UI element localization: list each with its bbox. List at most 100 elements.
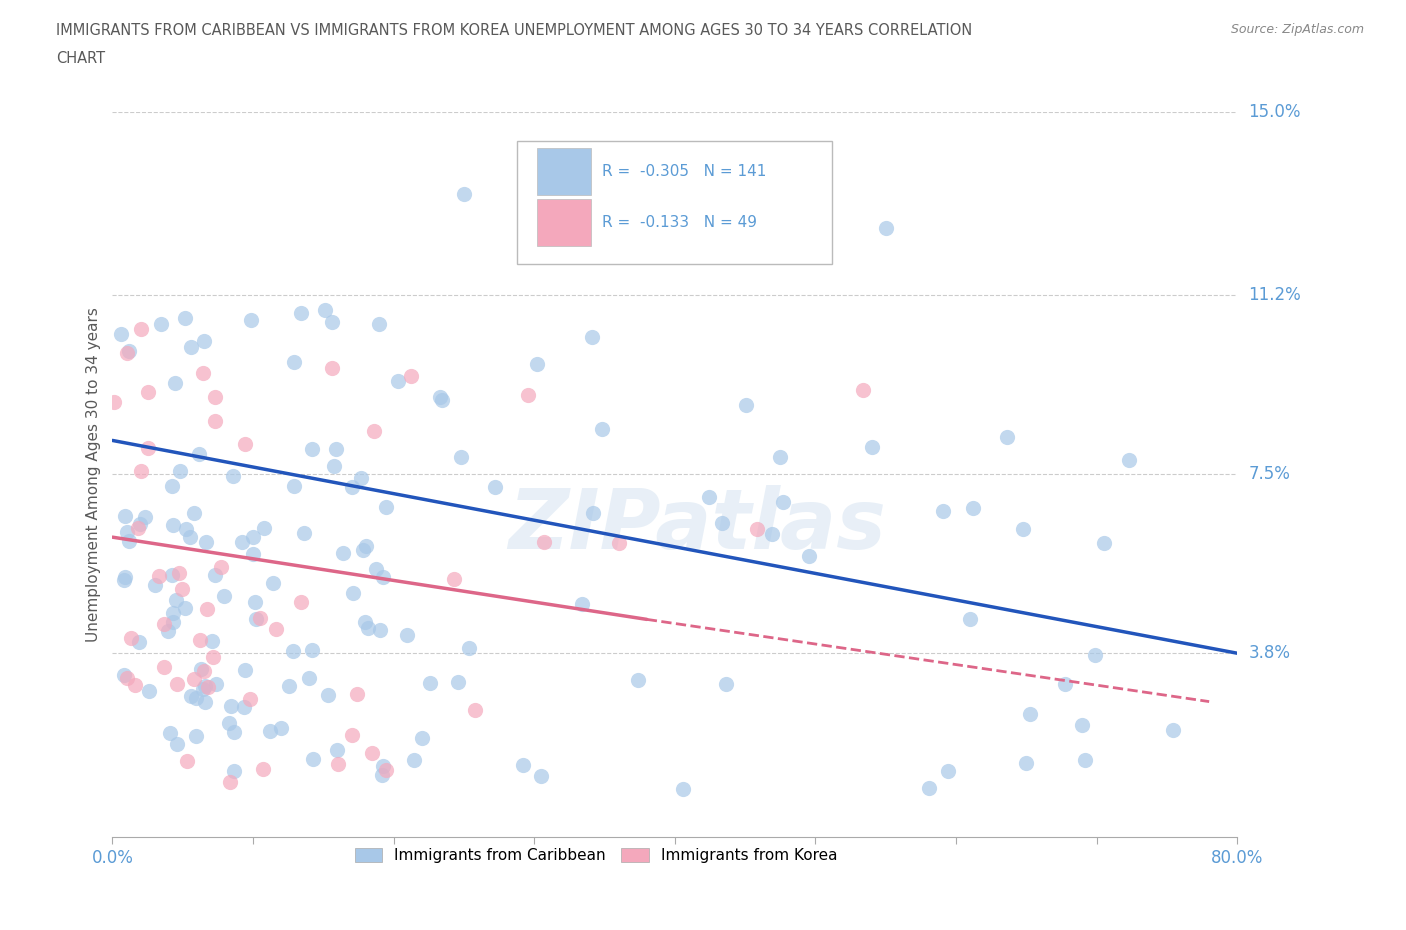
Point xyxy=(160,479,183,494)
Point xyxy=(931,503,953,518)
Point xyxy=(430,393,453,408)
Point xyxy=(262,576,284,591)
Point xyxy=(516,388,538,403)
Point xyxy=(959,611,981,626)
Point xyxy=(1118,452,1140,467)
Point xyxy=(1019,707,1042,722)
Point xyxy=(245,611,267,626)
Point xyxy=(188,446,211,461)
Point xyxy=(190,661,212,676)
Point xyxy=(332,545,354,560)
Point xyxy=(375,763,398,777)
Point xyxy=(346,687,368,702)
Point xyxy=(219,774,242,789)
Point xyxy=(193,682,215,697)
Point xyxy=(129,322,152,337)
Point xyxy=(222,724,245,739)
Point xyxy=(118,344,141,359)
Point xyxy=(399,368,422,383)
Point xyxy=(772,495,794,510)
Point xyxy=(169,565,191,580)
Point xyxy=(120,631,142,645)
Point xyxy=(183,671,205,686)
Point xyxy=(353,615,375,630)
Point xyxy=(457,641,479,656)
Point xyxy=(183,506,205,521)
Point xyxy=(134,510,156,525)
Y-axis label: Unemployment Among Ages 30 to 34 years: Unemployment Among Ages 30 to 34 years xyxy=(86,307,101,642)
Point xyxy=(443,572,465,587)
Point xyxy=(221,469,243,484)
Point xyxy=(769,450,792,465)
Point xyxy=(138,684,160,698)
Point xyxy=(328,756,350,771)
Point xyxy=(115,671,138,685)
Point xyxy=(697,490,720,505)
Point xyxy=(411,730,433,745)
Point xyxy=(176,753,198,768)
Point xyxy=(357,621,380,636)
Point xyxy=(609,535,631,550)
Point xyxy=(1161,723,1184,737)
Point xyxy=(110,326,132,341)
Point xyxy=(292,525,315,540)
Point xyxy=(169,464,191,479)
Point xyxy=(179,530,201,545)
Point xyxy=(204,414,226,429)
Point xyxy=(571,597,593,612)
Point xyxy=(860,439,883,454)
Point xyxy=(321,314,343,329)
Point xyxy=(205,677,228,692)
Point xyxy=(350,470,373,485)
Point xyxy=(174,601,197,616)
Point xyxy=(264,622,287,637)
Point xyxy=(143,578,166,592)
Point xyxy=(239,313,262,328)
Text: 11.2%: 11.2% xyxy=(1249,286,1302,304)
Point xyxy=(363,423,385,438)
Point xyxy=(352,543,374,558)
Point xyxy=(512,757,534,772)
Point xyxy=(325,442,347,457)
Point xyxy=(918,781,941,796)
Point xyxy=(671,781,693,796)
Point xyxy=(180,340,202,355)
Point xyxy=(875,220,897,235)
Point xyxy=(484,480,506,495)
Point xyxy=(115,346,138,361)
Point xyxy=(396,628,419,643)
Point xyxy=(129,463,152,478)
Point xyxy=(402,752,425,767)
Point xyxy=(115,525,138,539)
Point xyxy=(103,394,125,409)
Point xyxy=(211,560,233,575)
Point xyxy=(184,690,207,705)
Point xyxy=(340,728,363,743)
Point xyxy=(194,695,217,710)
Point xyxy=(253,520,276,535)
Point xyxy=(204,390,226,405)
Point xyxy=(1092,536,1115,551)
Point xyxy=(591,421,613,436)
Point xyxy=(450,449,472,464)
Text: R =  -0.305   N = 141: R = -0.305 N = 141 xyxy=(602,164,766,179)
Point xyxy=(962,501,984,516)
Point xyxy=(581,329,603,344)
Point xyxy=(762,220,785,235)
Point xyxy=(530,768,553,783)
Point xyxy=(447,674,470,689)
Point xyxy=(174,311,197,325)
Point xyxy=(172,581,194,596)
Point xyxy=(270,721,292,736)
Point xyxy=(165,592,187,607)
Point xyxy=(166,737,188,751)
Point xyxy=(1071,717,1094,732)
Point xyxy=(233,662,256,677)
Point xyxy=(197,680,219,695)
Point xyxy=(997,430,1019,445)
Point xyxy=(231,535,253,550)
Point xyxy=(367,317,389,332)
Point xyxy=(1084,648,1107,663)
Point xyxy=(322,458,344,473)
Point xyxy=(429,390,451,405)
